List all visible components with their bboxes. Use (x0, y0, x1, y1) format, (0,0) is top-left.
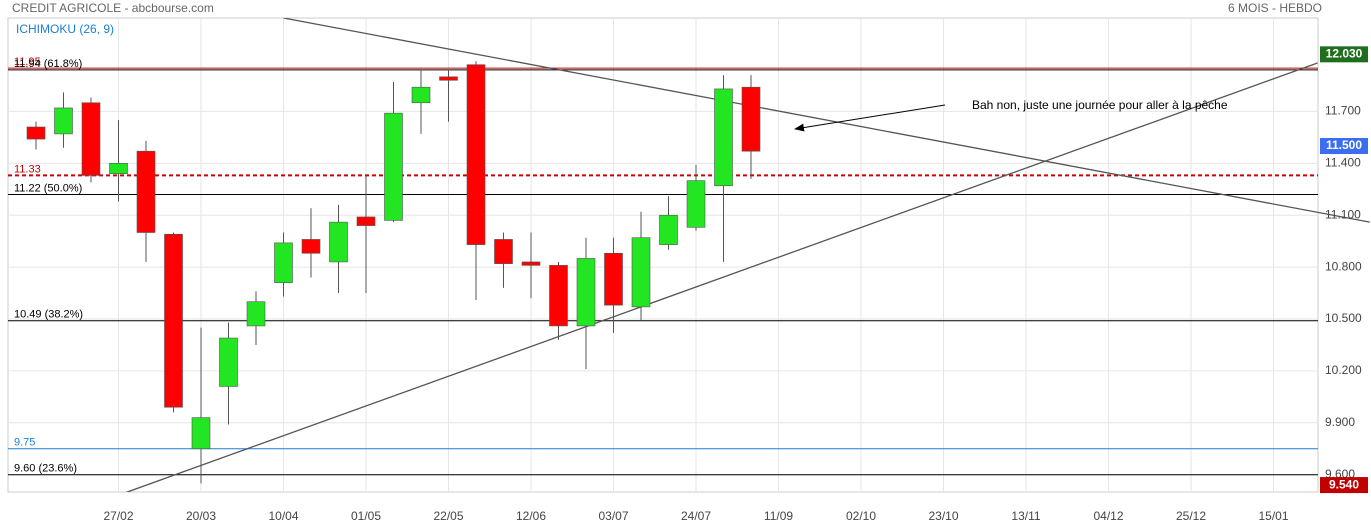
candle-body (356, 216, 376, 226)
level-label: 11.22 (50.0%) (14, 182, 82, 194)
candle-body (521, 261, 541, 266)
price-marker-label: 11.500 (1326, 138, 1362, 152)
x-tick-label: 02/10 (846, 509, 876, 523)
x-tick-label: 13/11 (1011, 509, 1040, 523)
candle-body (301, 239, 321, 254)
price-marker (1320, 138, 1368, 155)
x-tick-label: 27/02 (103, 509, 133, 523)
chart-title: CREDIT AGRICOLE - abcbourse.com (12, 1, 214, 15)
x-tick-label: 11/09 (764, 509, 793, 523)
candle-body (329, 221, 348, 263)
level-label: 9.75 (14, 437, 35, 449)
trendlines (125, 18, 1370, 492)
x-tick-label: 25/12 (1176, 509, 1206, 523)
candle-body (81, 102, 101, 176)
candle-body (219, 337, 238, 387)
candle-body (659, 214, 678, 245)
level-label: 9.60 (23.6%) (14, 463, 77, 475)
x-tick-label: 01/05 (351, 509, 381, 523)
candle-body (384, 112, 403, 221)
candle-body (164, 233, 183, 408)
trendline (125, 62, 1318, 492)
x-tick-label: 04/12 (1093, 509, 1123, 523)
x-tick-label: 15/01 (1258, 509, 1288, 523)
level-label: 11.95 (14, 56, 41, 68)
x-tick-label: 10/04 (268, 509, 298, 523)
y-tick-label: 10.800 (1325, 259, 1362, 273)
y-axis: 9.6009.90010.20010.50010.80011.10011.400… (103, 46, 1368, 523)
candle-body (494, 239, 513, 264)
candle-body (714, 88, 733, 187)
candle-body (576, 258, 596, 327)
x-tick-label: 03/07 (598, 509, 628, 523)
candle-body (54, 107, 73, 135)
candle-body (439, 76, 458, 81)
level-label: 11.33 (14, 163, 41, 175)
level-label: 10.49 (38.2%) (14, 309, 83, 321)
candle-body (631, 237, 651, 308)
trendline (283, 18, 1370, 223)
y-tick-label: 10.500 (1325, 311, 1362, 325)
price-marker-label: 12.030 (1326, 47, 1363, 61)
price-marker-label: 9.540 (1329, 477, 1359, 491)
y-tick-label: 10.200 (1325, 363, 1362, 377)
candle-body (466, 64, 486, 245)
x-tick-label: 24/07 (681, 509, 711, 523)
annotation: Bah non, juste une journée pour aller à … (972, 98, 1228, 112)
y-tick-label: 9.900 (1325, 415, 1355, 429)
candle-body (686, 180, 706, 228)
candle-body (549, 265, 568, 327)
candle-body (191, 417, 211, 450)
y-tick-label: 11.100 (1325, 207, 1361, 221)
candle-body (246, 301, 266, 327)
candle-body (136, 150, 156, 233)
y-tick-label: 11.700 (1325, 104, 1361, 118)
x-tick-label: 23/10 (928, 509, 958, 523)
y-tick-label: 11.400 (1325, 155, 1361, 169)
indicator-label: ICHIMOKU (26, 9) (16, 22, 114, 36)
candle-body (741, 86, 761, 152)
candle-body (274, 242, 293, 283)
price-marker (1320, 477, 1368, 494)
x-tick-label: 12/06 (516, 509, 546, 523)
x-tick-label: 20/03 (186, 509, 216, 523)
price-marker (1320, 46, 1368, 63)
chart-subtitle: 6 MOIS - HEBDO (1228, 1, 1322, 15)
x-tick-label: 22/05 (433, 509, 463, 523)
candle-body (109, 163, 128, 174)
level-label: 11.94 (61.8%) (14, 58, 82, 70)
annotation-arrow (794, 104, 946, 132)
candle-body (411, 86, 431, 104)
candles (26, 61, 761, 484)
candle-body (604, 252, 623, 306)
plot-area (7, 17, 1319, 493)
candle-body (26, 126, 46, 140)
